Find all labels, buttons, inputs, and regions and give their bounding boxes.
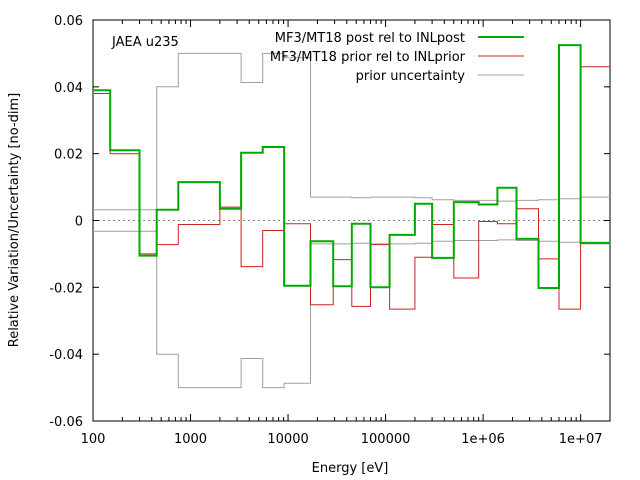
y-tick-label: 0 <box>75 215 83 230</box>
x-tick-label: 1000 <box>174 432 207 447</box>
ticks-group: -0.06 -0.04 -0.02 0 0.02 0.04 0.06 100 1000 10000… <box>49 14 610 447</box>
legend-label: MF3/MT18 post rel to INLpost <box>275 31 465 46</box>
y-tick-label: 0.06 <box>54 14 83 29</box>
x-tick-label: 100 <box>81 432 106 447</box>
y-tick-label: -0.02 <box>49 281 83 296</box>
legend-label: prior uncertainty <box>356 69 466 84</box>
plot-border <box>92 19 611 422</box>
legend-label: MF3/MT18 prior rel to INLprior <box>270 50 466 65</box>
y-axis-label: Relative Variation/Uncertainty [no-dim] <box>7 93 22 348</box>
annotation-label: JAEA u235 <box>111 35 179 50</box>
x-tick-label: 1e+06 <box>461 432 505 447</box>
series-line-2 <box>93 52 610 211</box>
series-line-0 <box>93 44 610 289</box>
legend: MF3/MT18 post rel to INLpost MF3/MT18 pri… <box>270 31 524 84</box>
series-group <box>93 44 610 389</box>
x-tick-label: 100000 <box>361 432 411 447</box>
x-tick-label: 10000 <box>267 432 308 447</box>
x-tick-label: 1e+07 <box>559 432 603 447</box>
y-tick-label: -0.04 <box>49 348 83 363</box>
y-tick-label: 0.02 <box>54 148 83 163</box>
axes-frame <box>92 19 611 422</box>
y-tick-label: 0.04 <box>54 81 83 96</box>
y-tick-label: -0.06 <box>49 415 83 430</box>
x-axis-label: Energy [eV] <box>312 461 389 476</box>
